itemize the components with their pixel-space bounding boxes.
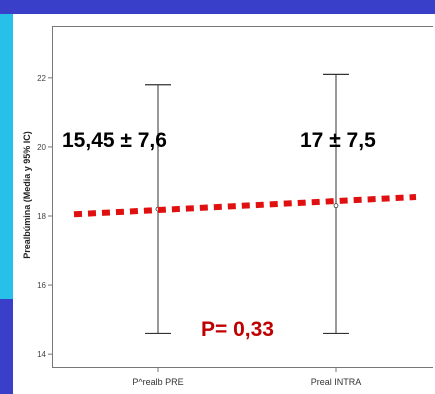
trend-line [73, 194, 417, 218]
y-axis-label: Prealbúmina (Media y 95% IC) [22, 131, 32, 259]
chart-panel [13, 14, 435, 394]
top-stripe [0, 0, 435, 14]
x-tick-label: P^realb PRE [132, 377, 183, 387]
mean-point [333, 203, 339, 209]
y-tick-label: 22 [37, 74, 46, 83]
intra-annotation: 17 ± 7,5 [300, 129, 376, 152]
left-accent-blue [0, 299, 13, 394]
x-tick-label: Preal INTRA [311, 377, 362, 387]
pre-annotation: 15,45 ± 7,6 [62, 129, 167, 152]
left-accent-cyan [0, 14, 13, 299]
p-value-annotation: P= 0,33 [201, 318, 274, 341]
y-tick-label: 16 [37, 281, 46, 290]
y-tick-label: 18 [37, 212, 46, 221]
plot-frame [52, 26, 433, 368]
y-tick-label: 14 [37, 350, 46, 359]
y-tick-label: 20 [37, 143, 46, 152]
